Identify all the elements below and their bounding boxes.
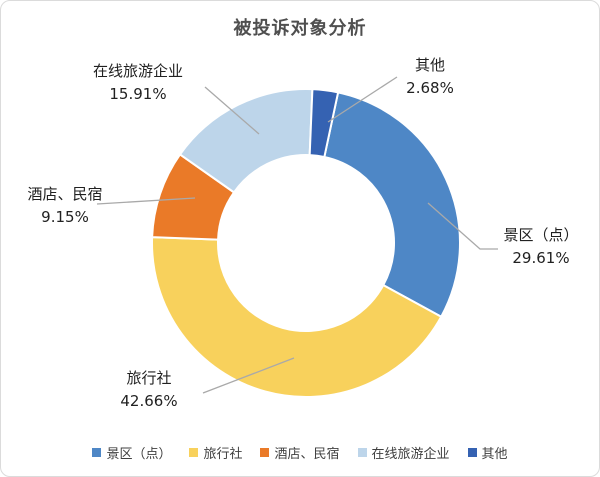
- data-label-name: 在线旅游企业: [92, 62, 183, 80]
- data-label-percent: 9.15%: [41, 208, 89, 226]
- legend-swatch-icon: [189, 448, 199, 457]
- data-label-scenic-spots: 景区（点） 29.61%: [483, 224, 599, 270]
- data-label-percent: 15.91%: [109, 85, 167, 103]
- legend-item-scenic-spots[interactable]: 景区（点）: [92, 443, 171, 462]
- legend-item-other[interactable]: 其他: [467, 443, 508, 462]
- data-label-other: 其他 2.68%: [370, 54, 490, 100]
- data-label-name: 酒店、民宿: [27, 185, 103, 203]
- legend: 景区（点） 旅行社 酒店、民宿 在线旅游企业 其他: [1, 443, 599, 462]
- data-label-travel-agency: 旅行社 42.66%: [59, 367, 239, 413]
- data-label-percent: 29.61%: [512, 249, 570, 267]
- pie-slice-scenic-spots[interactable]: [323, 91, 461, 318]
- data-label-online-travel: 在线旅游企业 15.91%: [48, 60, 228, 106]
- legend-label: 酒店、民宿: [274, 447, 340, 462]
- legend-item-hotel-homestay[interactable]: 酒店、民宿: [260, 443, 340, 462]
- leader-line-other: [327, 76, 398, 123]
- data-label-name: 景区（点）: [503, 226, 579, 244]
- data-label-percent: 42.66%: [120, 392, 178, 410]
- chart-title: 被投诉对象分析: [233, 18, 367, 39]
- leader-line-hotel-homestay: [96, 197, 196, 205]
- legend-label: 景区（点）: [106, 447, 172, 462]
- legend-item-online-travel[interactable]: 在线旅游企业: [357, 443, 450, 462]
- legend-label: 旅行社: [203, 447, 243, 462]
- legend-swatch-icon: [92, 448, 102, 457]
- leader-line-online-travel: [204, 86, 260, 135]
- donut-slices: [151, 88, 461, 398]
- legend-item-travel-agency[interactable]: 旅行社: [189, 443, 242, 462]
- legend-swatch-icon: [260, 448, 270, 457]
- data-label-name: 其他: [414, 56, 445, 74]
- legend-label: 在线旅游企业: [371, 447, 450, 462]
- legend-label: 其他: [481, 447, 508, 462]
- data-label-hotel-homestay: 酒店、民宿 9.15%: [1, 183, 129, 229]
- pie-slice-travel-agency[interactable]: [151, 236, 443, 398]
- pie-slice-other[interactable]: [308, 88, 340, 158]
- leader-line-scenic-spots: [427, 202, 498, 250]
- data-label-percent: 2.68%: [406, 79, 454, 97]
- legend-swatch-icon: [467, 448, 477, 457]
- leader-line-travel-agency: [202, 357, 295, 394]
- leader-lines: [96, 76, 498, 394]
- legend-swatch-icon: [357, 448, 367, 457]
- data-label-name: 旅行社: [126, 369, 172, 387]
